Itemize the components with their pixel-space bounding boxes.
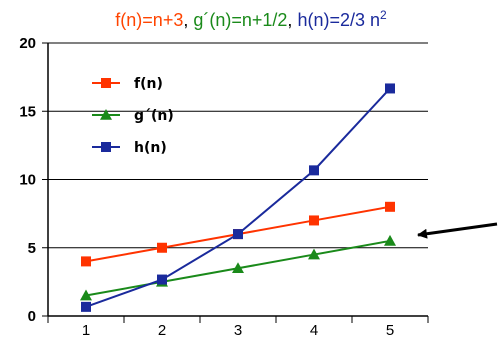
title-part: h(n)=2/3 n (297, 10, 380, 30)
axes (42, 42, 429, 323)
legend-marker (101, 78, 111, 88)
x-tick-label: 3 (234, 322, 242, 339)
legend-label: g´(n) (134, 108, 174, 124)
x-tick-label: 5 (386, 322, 394, 339)
y-tick-label: 0 (28, 308, 36, 325)
title-part: 2 (380, 8, 387, 22)
title-part: , (183, 10, 193, 30)
data-point (233, 229, 243, 240)
y-tick-label: 5 (28, 240, 36, 257)
data-point (157, 274, 167, 285)
data-point (309, 165, 319, 176)
title-text: f(n)=n+3, g´(n)=n+1/2, h(n)=2/3 n2 (115, 8, 387, 30)
data-point (384, 234, 396, 246)
legend-item: f(n) (92, 76, 163, 92)
series-line (85, 87, 391, 308)
gridlines (48, 42, 428, 249)
y-tick-label: 20 (19, 35, 36, 52)
data-point (80, 289, 92, 301)
title-part: g´(n)=n+1/2 (193, 10, 287, 30)
data-point (81, 256, 91, 267)
x-tick-labels: 1 2 3 4 5 (82, 322, 394, 339)
data-point (385, 201, 395, 212)
data-point (385, 83, 395, 94)
legend-marker (101, 142, 111, 152)
data-point (157, 242, 167, 253)
y-tick-label: 10 (19, 172, 36, 189)
data-point (232, 262, 244, 274)
y-tick-label: 15 (19, 103, 36, 120)
data-point (81, 301, 91, 312)
data-point (308, 248, 320, 260)
legend-label: h(n) (134, 140, 167, 156)
legend-item: h(n) (92, 140, 167, 156)
series-gn (80, 234, 396, 301)
series-group (80, 83, 396, 312)
series-hn (81, 83, 395, 312)
legend-item: g´(n) (92, 108, 174, 124)
chart-title: f(n)=n+3, g´(n)=n+1/2, h(n)=2/3 n2 (115, 8, 387, 30)
legend: f(n) g´(n) h(n) (92, 76, 174, 156)
y-tick-labels: 0 5 10 15 20 (19, 35, 36, 325)
title-part: , (287, 10, 297, 30)
legend-label: f(n) (134, 76, 163, 92)
title-part: f(n)=n+3 (115, 10, 183, 30)
x-tick-label: 4 (310, 322, 318, 339)
data-point (309, 215, 319, 226)
x-tick-label: 2 (158, 322, 166, 339)
annotation-arrow (417, 222, 498, 239)
x-tick-label: 1 (82, 322, 90, 339)
legend-marker (100, 109, 112, 120)
